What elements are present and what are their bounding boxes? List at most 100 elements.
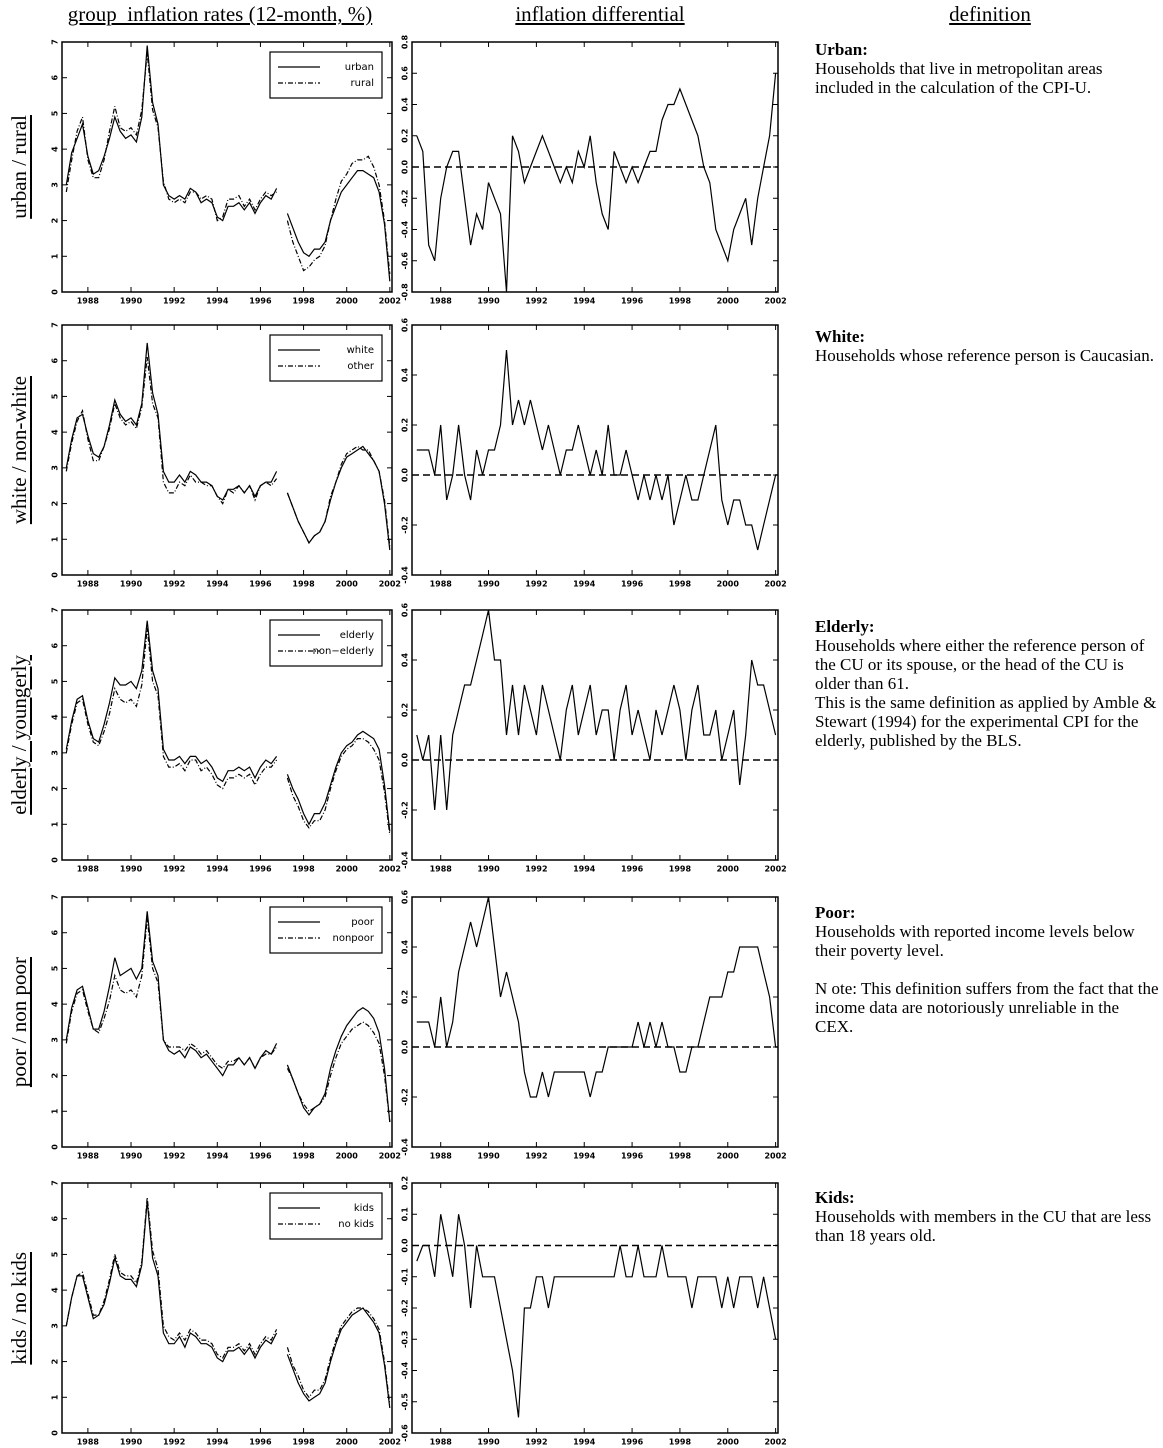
legend-label: urban — [345, 62, 374, 73]
x-tick-label: 1996 — [621, 1438, 644, 1447]
y-tick-label: 4 — [51, 429, 60, 435]
plot-frame — [61, 41, 393, 293]
y-tick-label: 5 — [51, 965, 60, 971]
y-tick-label: 4 — [51, 714, 60, 720]
x-tick-label: 1988 — [430, 1438, 453, 1447]
definition-text: Households with members in the CU that a… — [815, 1207, 1152, 1245]
y-tick-label: 3 — [51, 465, 60, 471]
x-tick-label: 1996 — [621, 865, 644, 874]
plot-frame — [61, 609, 393, 861]
y-tick-label: 0.2 — [401, 418, 410, 432]
x-tick-label: 1990 — [477, 1152, 500, 1161]
y-tick-label: -0.2 — [401, 1088, 410, 1106]
y-tick-label: -0.2 — [401, 516, 410, 534]
x-tick-label: 1988 — [430, 865, 453, 874]
x-tick-label: 1996 — [249, 297, 272, 306]
y-tick-label: 6 — [51, 75, 60, 81]
y-tick-label: 4 — [51, 1001, 60, 1007]
series-line — [416, 609, 777, 811]
legend-box — [269, 334, 383, 382]
x-tick-label: 1996 — [249, 1152, 272, 1161]
y-tick-label: 0.4 — [401, 652, 410, 667]
x-tick-label: 1992 — [163, 580, 185, 589]
definition-text: Households that live in metropolitan are… — [815, 59, 1103, 97]
y-tick-label: 0 — [51, 572, 60, 578]
x-tick-label: 1988 — [77, 297, 100, 306]
definition: Elderly: Households where either the ref… — [815, 617, 1160, 750]
x-tick-label: 1998 — [292, 865, 315, 874]
legend-box — [269, 619, 383, 667]
plot-frame — [411, 896, 779, 1148]
y-tick-label: 1 — [51, 1394, 60, 1400]
y-tick-label: 5 — [51, 393, 60, 399]
x-tick-label: 1992 — [525, 297, 547, 306]
x-tick-label: 1992 — [525, 865, 547, 874]
series-line — [65, 357, 391, 547]
definition: Poor: Households with reported income le… — [815, 903, 1160, 1036]
legend-label: no kids — [338, 1219, 374, 1230]
x-tick-label: 1998 — [669, 297, 692, 306]
x-tick-label: 1994 — [573, 297, 596, 306]
y-tick-label: -0.4 — [401, 566, 410, 584]
y-tick-label: 0.4 — [401, 367, 410, 382]
x-tick-label: 1992 — [163, 297, 185, 306]
y-tick-label: 1 — [51, 1108, 60, 1114]
legend-label: poor — [351, 917, 375, 928]
legend-box — [269, 1192, 383, 1240]
legend-label: rural — [351, 78, 374, 89]
y-tick-label: 0.2 — [401, 1176, 410, 1190]
x-tick-label: 2000 — [717, 580, 740, 589]
x-tick-label: 2000 — [336, 580, 359, 589]
x-tick-label: 1992 — [525, 580, 547, 589]
series-line — [65, 918, 391, 1123]
y-tick-label: -0.5 — [401, 1393, 410, 1411]
x-tick-label: 1996 — [621, 1152, 644, 1161]
y-tick-label: 5 — [51, 1251, 60, 1257]
series-line — [65, 620, 391, 832]
y-tick-label: 7 — [51, 607, 60, 613]
x-tick-label: 1996 — [621, 580, 644, 589]
x-tick-label: 2002 — [379, 1152, 401, 1161]
x-tick-label: 2000 — [336, 865, 359, 874]
y-tick-label: 7 — [51, 322, 60, 328]
series-line — [416, 896, 777, 1098]
y-tick-label: 2 — [51, 1359, 60, 1365]
column-header: inflation differential — [515, 2, 685, 26]
x-tick-label: 2000 — [336, 1152, 359, 1161]
plot-frame — [61, 324, 393, 576]
x-tick-label: 1994 — [206, 1152, 229, 1161]
x-tick-label: 1990 — [120, 865, 143, 874]
x-tick-label: 1992 — [525, 1438, 547, 1447]
legend-box — [269, 51, 383, 99]
x-tick-label: 2000 — [336, 297, 359, 306]
x-tick-label: 1988 — [430, 580, 453, 589]
x-tick-label: 1996 — [249, 580, 272, 589]
definition-title: Urban: — [815, 40, 868, 59]
x-tick-label: 1996 — [249, 865, 272, 874]
x-tick-label: 1990 — [477, 1438, 500, 1447]
x-tick-label: 1998 — [669, 1438, 692, 1447]
x-tick-label: 2002 — [764, 865, 786, 874]
x-tick-label: 1994 — [573, 1152, 596, 1161]
x-tick-label: 2000 — [336, 1438, 359, 1447]
x-tick-label: 1994 — [206, 580, 229, 589]
x-tick-label: 1994 — [573, 1438, 596, 1447]
y-tick-label: -0.4 — [401, 851, 410, 869]
y-tick-label: 0.8 — [401, 34, 410, 49]
x-tick-label: 1994 — [206, 865, 229, 874]
y-tick-label: -0.4 — [401, 1138, 410, 1156]
x-tick-label: 1988 — [77, 1438, 100, 1447]
x-tick-label: 1990 — [477, 865, 500, 874]
y-tick-label: 0.4 — [401, 97, 410, 112]
series-line — [65, 627, 391, 836]
y-tick-label: 0.2 — [401, 990, 410, 1004]
x-tick-label: 1998 — [669, 1152, 692, 1161]
y-tick-label: -0.3 — [401, 1331, 410, 1349]
legend-label: kids — [354, 1203, 374, 1214]
y-tick-label: 0.1 — [401, 1207, 410, 1222]
x-tick-label: 2000 — [717, 297, 740, 306]
definition: Urban: Households that live in metropoli… — [815, 40, 1160, 97]
y-tick-label: 4 — [51, 1287, 60, 1293]
